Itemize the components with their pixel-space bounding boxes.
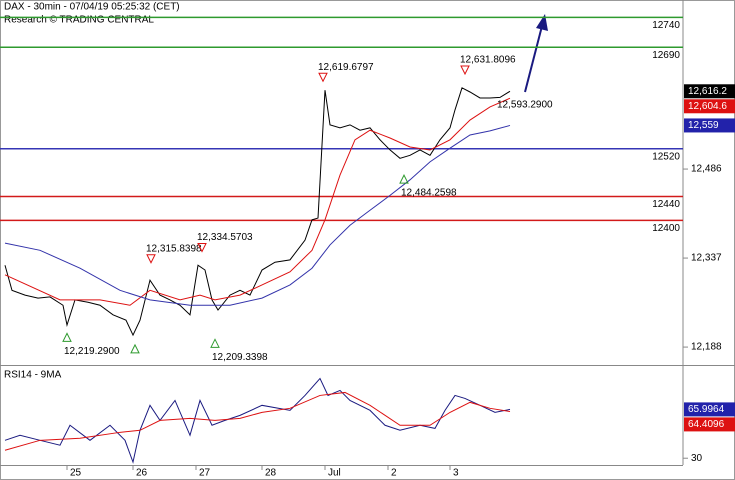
annotation-label: 12,219.2900 — [64, 346, 120, 357]
chart-subtitle: Research © TRADING CENTRAL — [4, 15, 154, 26]
forecast-arrow — [524, 25, 543, 93]
price-tag — [684, 118, 735, 133]
price-tag-label: 12,559 — [688, 120, 719, 131]
y-tick-label: 12,188 — [691, 342, 722, 353]
price-tag-label: 12,604.6 — [688, 101, 727, 112]
panel-title: RSI14 - 9MA — [4, 370, 62, 381]
annotation-label: 12,209.3398 — [212, 352, 268, 363]
annotation-label: 12,619.6797 — [318, 62, 374, 73]
price-tag-label: 12,616.2 — [688, 86, 727, 97]
arrow-head — [536, 14, 548, 31]
low-marker — [399, 173, 409, 184]
low-marker — [130, 343, 140, 354]
series-line — [4, 377, 511, 464]
price-tag — [684, 99, 735, 114]
level-label: 12740 — [652, 20, 680, 31]
high-marker — [460, 65, 470, 76]
series-line — [4, 124, 511, 306]
x-tick-label: 27 — [199, 468, 211, 479]
level-label: 12520 — [652, 151, 680, 162]
series-line — [4, 87, 511, 337]
y-tick-label: 30 — [691, 453, 703, 464]
high-marker — [146, 254, 156, 264]
annotation-label: 12,334.5703 — [197, 232, 253, 243]
price-tag — [684, 402, 735, 417]
x-tick-label: 2 — [391, 468, 397, 479]
x-tick-label: 28 — [265, 468, 277, 479]
x-tick-label: 26 — [136, 468, 148, 479]
low-marker — [62, 332, 72, 342]
level-label: 12690 — [652, 50, 680, 61]
series-line — [4, 97, 511, 306]
price-tag-label: 64.4096 — [688, 419, 725, 430]
x-tick-label: 25 — [70, 468, 82, 479]
level-label: 12400 — [652, 223, 680, 234]
level-label: 12440 — [652, 199, 680, 210]
y-tick-label: 12,337 — [691, 253, 722, 264]
high-marker — [197, 243, 207, 253]
price-tag — [684, 84, 735, 99]
chart-title: DAX - 30min - 07/04/19 05:25:32 (CET) — [4, 2, 180, 13]
y-tick-label: 12,486 — [691, 164, 722, 175]
x-tick-label: 3 — [453, 468, 459, 479]
series-line — [4, 391, 511, 451]
annotation-label: 12,593.2900 — [497, 100, 553, 111]
high-marker — [318, 72, 328, 83]
annotation-label: 12,484.2598 — [401, 188, 457, 199]
x-tick-label: Jul — [328, 468, 341, 479]
annotation-label: 12,315.8398 — [146, 243, 202, 254]
low-marker — [210, 338, 220, 348]
annotation-label: 12,631.8096 — [460, 55, 516, 66]
price-tag-label: 65.9964 — [688, 404, 725, 415]
price-tag — [684, 417, 735, 432]
